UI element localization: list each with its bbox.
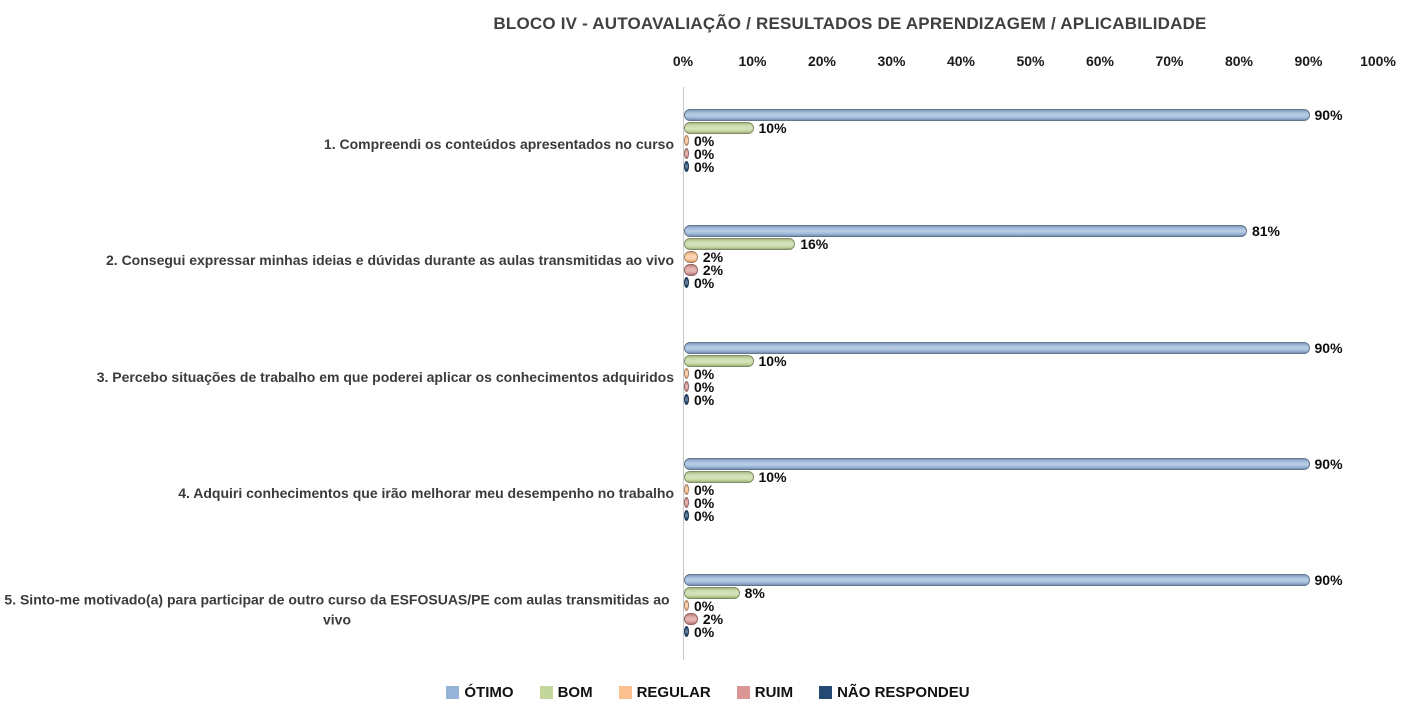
bar--timo bbox=[684, 225, 1247, 237]
x-axis-tick: 60% bbox=[1085, 53, 1115, 69]
x-axis-tick: 30% bbox=[877, 53, 906, 69]
x-axis-tick: 80% bbox=[1224, 53, 1254, 69]
legend-label: RUIM bbox=[754, 684, 794, 701]
legend-swatch-icon bbox=[446, 686, 460, 699]
category-label: 5. Sinto-me motivado(a) para participar … bbox=[4, 591, 670, 627]
chart-title: BLOCO IV - AUTOAVALIAÇÃO / RESULTADOS DE… bbox=[493, 14, 1207, 33]
x-axis-tick: 0% bbox=[672, 53, 694, 69]
bar-bom bbox=[684, 354, 754, 367]
legend-swatch-icon bbox=[819, 686, 833, 699]
value-label: 0% bbox=[694, 391, 715, 408]
legend: ÓTIMO BOM REGULAR RUIM NÃO RESPONDEU bbox=[0, 684, 1416, 701]
bar-n-o-respondeu bbox=[684, 510, 689, 522]
bar-bom bbox=[684, 121, 754, 134]
value-label: 0% bbox=[694, 623, 715, 640]
legend-item: ÓTIMO bbox=[446, 684, 514, 701]
bar-regular bbox=[684, 484, 689, 496]
bar-bom bbox=[684, 586, 740, 599]
legend-swatch-icon bbox=[618, 686, 632, 699]
bar-regular bbox=[684, 135, 689, 147]
x-axis-tick: 90% bbox=[1294, 53, 1323, 69]
bar--timo bbox=[684, 458, 1310, 470]
value-label: 10% bbox=[758, 352, 787, 369]
bar-n-o-respondeu bbox=[684, 161, 689, 173]
legend-label: BOM bbox=[557, 684, 593, 701]
bar-regular bbox=[684, 600, 689, 612]
legend-item: REGULAR bbox=[618, 684, 711, 701]
value-label: 0% bbox=[694, 378, 715, 395]
category-label: 2. Consegui expressar minhas ideias e dú… bbox=[106, 252, 674, 269]
legend-label: REGULAR bbox=[636, 684, 711, 701]
legend-item: BOM bbox=[539, 684, 593, 701]
bar--timo bbox=[684, 342, 1310, 354]
category-label: 1. Compreendi os conteúdos apresentados … bbox=[323, 136, 674, 153]
value-label: 0% bbox=[694, 365, 715, 382]
bar-ruim bbox=[684, 612, 698, 625]
value-label: 2% bbox=[702, 261, 724, 278]
bar-n-o-respondeu bbox=[684, 394, 689, 406]
value-label: 0% bbox=[694, 494, 715, 511]
bar-regular bbox=[684, 250, 698, 263]
legend-swatch-icon bbox=[539, 686, 553, 699]
category-label: 3. Percebo situações de trabalho em que … bbox=[96, 369, 674, 386]
value-label: 16% bbox=[800, 235, 829, 252]
legend-label: ÓTIMO bbox=[464, 684, 514, 701]
value-label: 0% bbox=[694, 597, 715, 614]
legend-item: NÃO RESPONDEU bbox=[819, 684, 970, 701]
bar-ruim bbox=[684, 148, 689, 160]
value-label: 90% bbox=[1314, 107, 1343, 123]
value-label: 90% bbox=[1314, 572, 1343, 588]
value-label: 0% bbox=[694, 274, 715, 291]
bar-ruim bbox=[684, 381, 689, 393]
value-label: 90% bbox=[1314, 340, 1343, 356]
x-axis-tick: 40% bbox=[946, 53, 976, 69]
value-label: 81% bbox=[1251, 223, 1280, 239]
x-axis-tick: 20% bbox=[807, 53, 837, 69]
value-label: 2% bbox=[702, 248, 724, 265]
bar-n-o-respondeu bbox=[684, 277, 689, 289]
bar-bom bbox=[684, 470, 754, 483]
value-label: 10% bbox=[758, 119, 787, 136]
bar-n-o-respondeu bbox=[684, 626, 689, 638]
bar-bom bbox=[684, 237, 796, 250]
x-axis-tick: 100% bbox=[1360, 53, 1396, 69]
category-label: 4. Adquiri conhecimentos que irão melhor… bbox=[178, 485, 674, 502]
value-label: 0% bbox=[694, 132, 715, 149]
value-label: 10% bbox=[758, 468, 787, 485]
legend-item: RUIM bbox=[736, 684, 794, 701]
value-label: 0% bbox=[694, 145, 715, 162]
value-label: 8% bbox=[744, 584, 765, 601]
value-label: 2% bbox=[702, 610, 724, 627]
x-axis-tick: 70% bbox=[1155, 53, 1184, 69]
bar--timo bbox=[684, 574, 1310, 586]
bar--timo bbox=[684, 109, 1310, 121]
legend-swatch-icon bbox=[736, 686, 750, 699]
value-label: 90% bbox=[1314, 456, 1343, 472]
x-axis-tick: 50% bbox=[1016, 53, 1045, 69]
value-label: 0% bbox=[694, 507, 715, 524]
legend-label: NÃO RESPONDEU bbox=[837, 684, 970, 701]
value-label: 0% bbox=[694, 481, 715, 498]
bar-ruim bbox=[684, 497, 689, 509]
x-axis-tick: 10% bbox=[738, 53, 767, 69]
bar-regular bbox=[684, 368, 689, 380]
bar-ruim bbox=[684, 263, 698, 276]
value-label: 0% bbox=[694, 158, 715, 175]
